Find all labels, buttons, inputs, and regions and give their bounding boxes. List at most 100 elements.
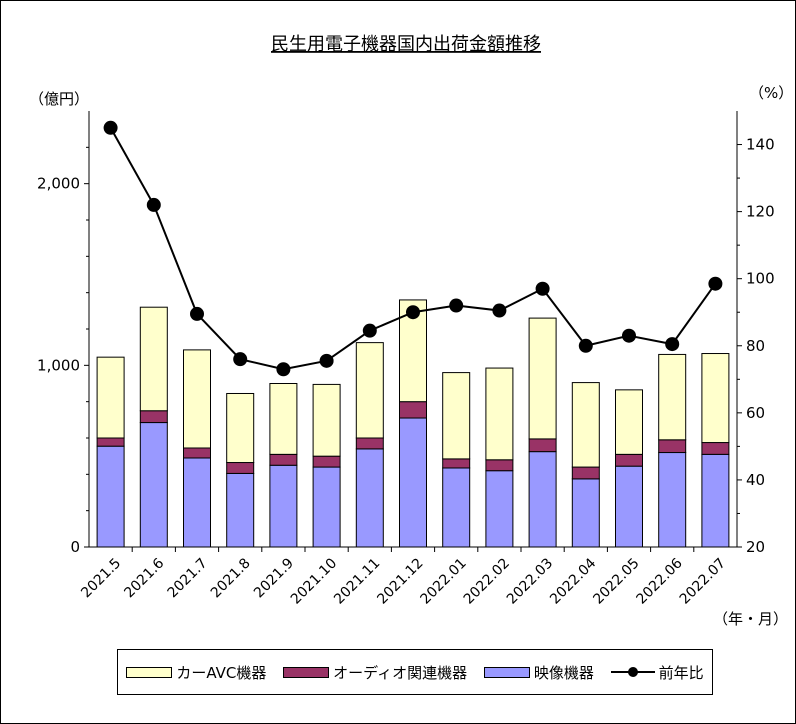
bar-segment xyxy=(701,453,730,548)
bar-segment xyxy=(269,453,298,466)
legend-item-video: 映像機器 xyxy=(483,662,594,683)
yoy-point xyxy=(665,337,680,352)
bar-segment xyxy=(139,410,168,424)
bars-layer xyxy=(96,299,730,548)
right-tick-label: 20 xyxy=(746,538,765,556)
bar-segment xyxy=(485,459,514,472)
bar-segment xyxy=(485,470,514,548)
x-tick-label: 2022.02 xyxy=(461,555,513,607)
bar-segment xyxy=(355,342,384,439)
bar-segment xyxy=(658,452,687,548)
bar-segment xyxy=(528,451,557,548)
bar-segment xyxy=(528,317,557,440)
bar-segment xyxy=(139,306,168,412)
yoy-point xyxy=(190,306,204,321)
bar-segment xyxy=(183,349,211,449)
bar-segment xyxy=(269,464,298,548)
right-tick-label: 80 xyxy=(746,337,765,355)
left-tick-label: 2,000 xyxy=(37,175,80,193)
bar-segment xyxy=(355,437,384,450)
bar-segment xyxy=(571,382,600,468)
bar-segment xyxy=(399,417,427,548)
bar-segment xyxy=(485,367,514,461)
right-axis-unit: （%） xyxy=(749,84,793,102)
x-tick-label: 2021.7 xyxy=(165,555,211,601)
bar-segment xyxy=(139,422,168,548)
bar-segment xyxy=(442,467,471,548)
bar-segment xyxy=(615,389,643,455)
bar-segment xyxy=(571,478,600,548)
x-axis-unit: （年・月） xyxy=(713,610,788,628)
line-layer xyxy=(103,120,723,377)
x-tick-label: 2021.6 xyxy=(121,555,167,601)
left-tick-label: 1,000 xyxy=(37,356,80,374)
bar-segment xyxy=(226,392,255,464)
legend-label-video: 映像機器 xyxy=(533,663,594,682)
x-tick-label: 2022.06 xyxy=(634,555,686,607)
bar-segment xyxy=(658,439,687,454)
legend-label-car-avc: カーAVC機器 xyxy=(176,663,267,682)
yoy-point xyxy=(622,328,636,343)
bar-segment xyxy=(701,353,730,444)
bar-segment xyxy=(312,383,341,457)
bar-segment xyxy=(701,442,730,455)
legend-label-audio: オーディオ関連機器 xyxy=(333,663,468,682)
legend-swatch-audio xyxy=(283,666,330,678)
x-tick-label: 2021.5 xyxy=(78,555,124,601)
legend-item-car-avc: カーAVC機器 xyxy=(126,662,266,683)
x-tick-label: 2022.05 xyxy=(590,555,642,607)
yoy-point xyxy=(362,323,377,338)
x-tick-label: 2021.10 xyxy=(288,555,340,607)
yoy-point xyxy=(276,362,291,377)
x-tick-label: 2021.12 xyxy=(374,555,426,607)
bar-segment xyxy=(312,466,341,548)
bar-segment xyxy=(528,438,557,453)
legend-swatch-yoy xyxy=(610,666,655,678)
yoy-point xyxy=(319,353,334,368)
left-axis-unit: （億円） xyxy=(29,90,89,108)
bar-segment xyxy=(96,437,125,447)
legend-label-yoy: 前年比 xyxy=(658,663,704,682)
bar-segment xyxy=(312,455,341,468)
bar-segment xyxy=(399,401,427,419)
bar-segment xyxy=(96,356,125,439)
chart-title: 民生用電子機器国内出荷金額推移 xyxy=(271,34,541,55)
x-tick-label: 2021.8 xyxy=(208,555,254,601)
bar-segment xyxy=(183,457,211,548)
bar-segment xyxy=(183,447,211,459)
yoy-point xyxy=(103,120,118,135)
legend: カーAVC機器 オーディオ関連機器 映像機器 前年比 xyxy=(117,649,713,695)
yoy-point xyxy=(233,352,248,367)
legend-swatch-video xyxy=(483,666,530,678)
yoy-point xyxy=(492,303,507,318)
yoy-point xyxy=(146,197,161,212)
legend-swatch-car-avc xyxy=(126,666,173,678)
bar-segment xyxy=(615,453,643,467)
bar-segment xyxy=(658,353,687,441)
yoy-point xyxy=(449,298,464,313)
x-tick-label: 2022.01 xyxy=(418,555,470,607)
legend-item-yoy: 前年比 xyxy=(610,662,704,683)
x-tick-label: 2021.11 xyxy=(331,555,383,607)
x-tick-label: 2022.04 xyxy=(547,555,599,607)
bar-segment xyxy=(226,472,255,548)
bar-segment xyxy=(442,458,471,469)
right-tick-label: 60 xyxy=(746,404,765,422)
yoy-point xyxy=(535,281,550,296)
bar-segment xyxy=(571,466,600,480)
bar-segment xyxy=(269,383,298,455)
x-tick-label: 2022.03 xyxy=(504,555,556,607)
legend-item-audio: オーディオ関連機器 xyxy=(283,662,467,683)
bar-segment xyxy=(355,448,384,548)
yoy-point xyxy=(578,338,593,353)
right-tick-label: 120 xyxy=(746,203,775,221)
left-tick-label: 0 xyxy=(70,538,80,556)
bar-segment xyxy=(96,445,125,548)
bar-segment xyxy=(442,372,471,460)
right-tick-label: 100 xyxy=(746,270,775,288)
bar-segment xyxy=(615,465,643,548)
right-tick-label: 140 xyxy=(746,136,775,154)
bar-segment xyxy=(226,462,255,474)
